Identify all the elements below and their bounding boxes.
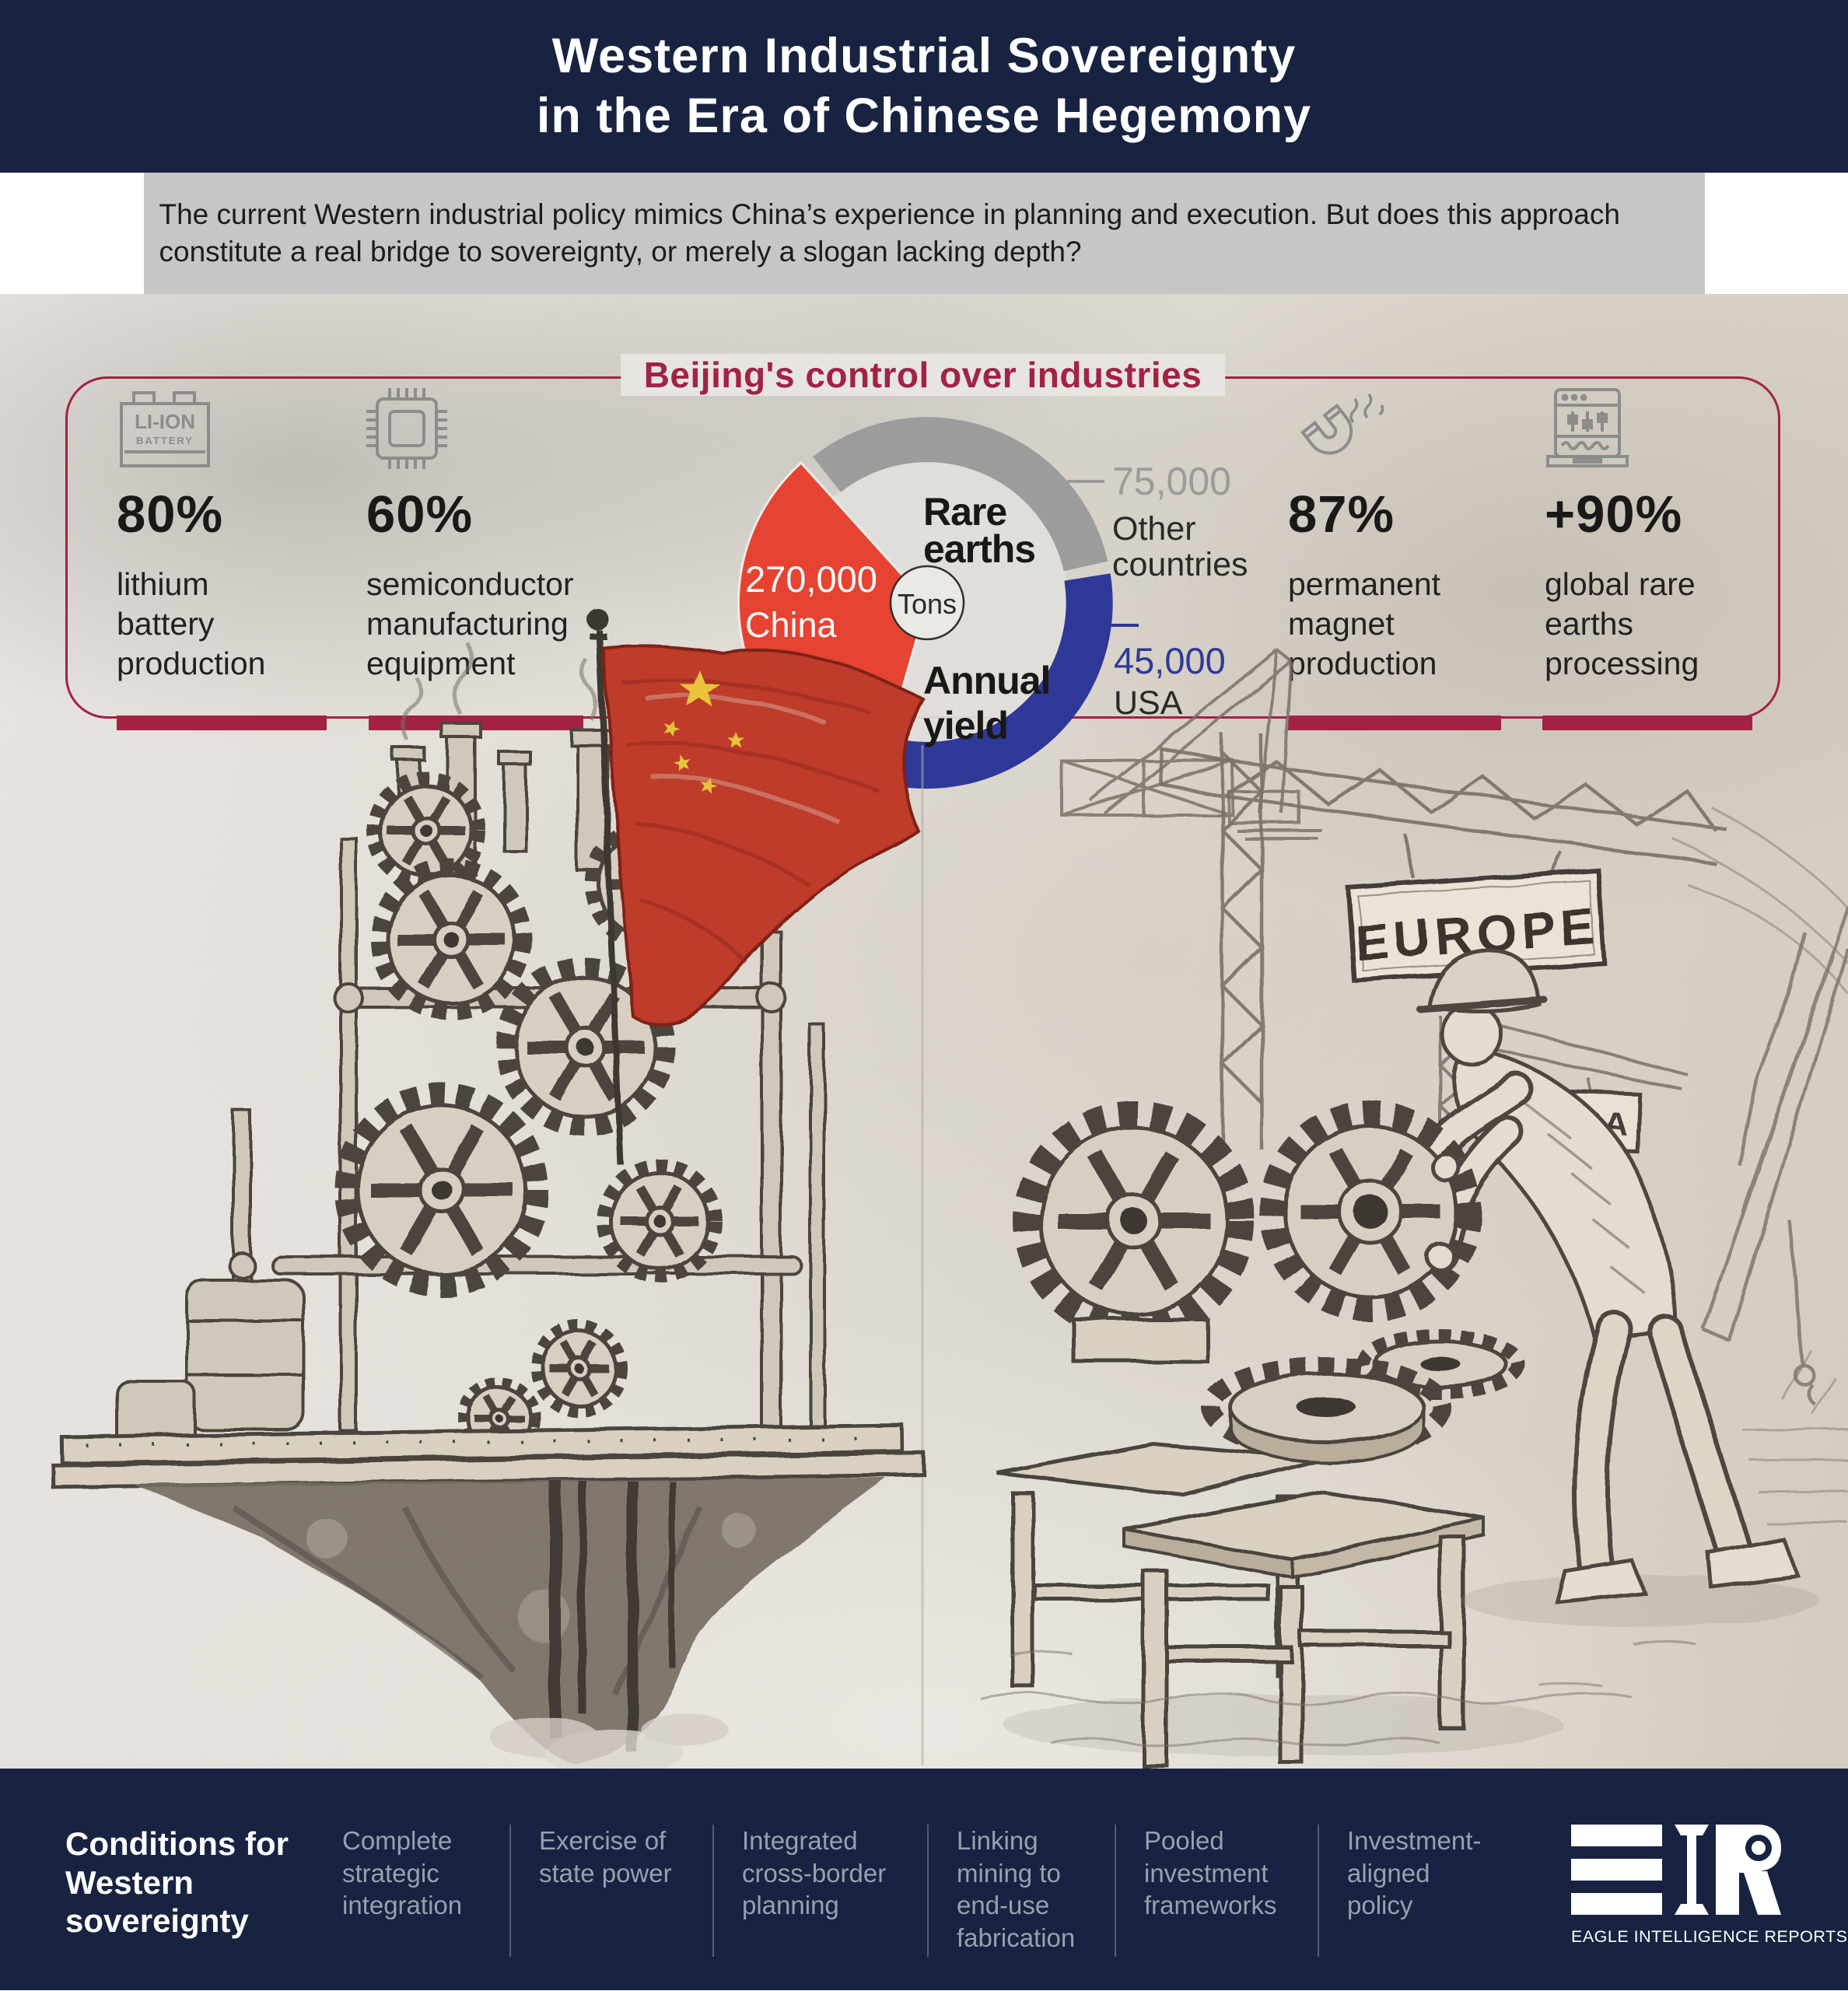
flag-pole-finial (586, 608, 608, 631)
page-title: Western Industrial Sovereignty in the Er… (537, 26, 1311, 146)
paper-grain-texture (0, 294, 1848, 1769)
eir-logo-mark (1571, 1825, 1781, 1916)
footer-item-linking-mining: Linking mining to end-use fabrication (927, 1825, 1087, 1958)
footer-title: Conditions for Western sovereignty (65, 1825, 289, 1940)
right-crane (1701, 906, 1848, 1407)
held-gear (1260, 1101, 1481, 1323)
footer-item-complete-strategic-integration: Complete strategic integration (342, 1826, 463, 1920)
footer-item-pooled-investment: Pooled investment frameworks (1115, 1825, 1290, 1958)
intro-text: The current Western industrial policy mi… (159, 198, 1620, 268)
underground-rock-mass (132, 1478, 887, 1766)
footer-item-investment-aligned-policy: Investment-aligned policy (1318, 1825, 1485, 1958)
eir-logo: EAGLE INTELLIGENCE REPORTS (1571, 1825, 1847, 1947)
footer-item-exercise-of-state-power: Exercise of state power (509, 1825, 684, 1958)
header-banner: Western Industrial Sovereignty in the Er… (0, 0, 1848, 173)
intro-box: The current Western industrial policy mi… (143, 173, 1705, 295)
chimney-smoke (401, 642, 598, 743)
machine-platform (51, 1423, 926, 1489)
crawler-crane (1060, 649, 1322, 841)
worker-hard-hat (1427, 948, 1542, 1014)
worker-hand (1430, 1151, 1461, 1182)
flag-cloth (600, 644, 925, 1027)
worker-head (1440, 1002, 1503, 1066)
base-steam (490, 1713, 728, 1769)
footer-item-integrated-cross-border-planning: Integrated cross-border planning (712, 1825, 899, 1958)
china-flag (586, 608, 925, 1166)
sketch-illustration: EUROPE USA (0, 294, 1848, 1769)
illustration-stage: Beijing's control over industries LI-ION… (0, 294, 1848, 1769)
eir-logo-tagline: EAGLE INTELLIGENCE REPORTS (1571, 1927, 1848, 1947)
worker-hand (1425, 1241, 1456, 1272)
worker-boot (1706, 1536, 1801, 1589)
page-title-line2: in the Era of Chinese Hegemony (536, 89, 1312, 143)
flag-pole (596, 630, 624, 1166)
ground-scribbles (979, 1639, 1696, 1748)
worker-figure (1260, 948, 1820, 1628)
flag-stars (664, 670, 744, 796)
worker-boot (1554, 1558, 1647, 1605)
footer-banner: Conditions for Western sovereignty Compl… (0, 1769, 1848, 1991)
flag-creases (621, 678, 880, 964)
background-scribbles (1671, 806, 1848, 1524)
intro-row: The current Western industrial policy mi… (0, 173, 1848, 295)
page-title-line1: Western Industrial Sovereignty (551, 29, 1297, 84)
